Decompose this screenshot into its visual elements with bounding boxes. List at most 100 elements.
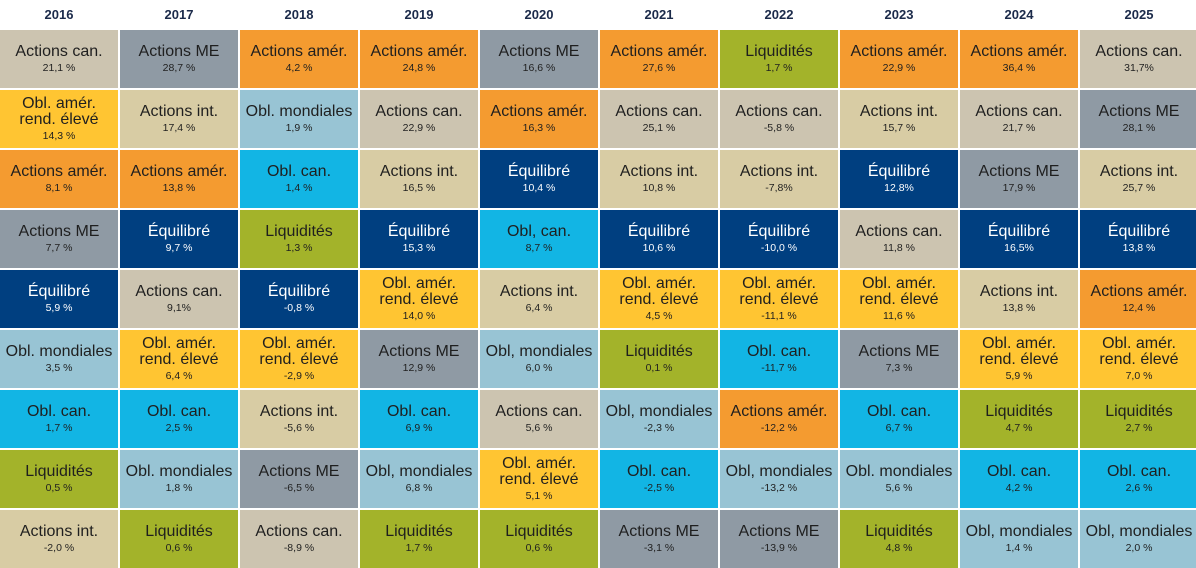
cell-2023-actions-can: Actions can. 11,8 %: [840, 210, 958, 268]
return-value-label: -0,8 %: [283, 301, 315, 314]
asset-class-label: Actions amér.: [610, 42, 708, 60]
return-value-label: 13,8 %: [1002, 301, 1036, 314]
return-value-label: -2,5 %: [643, 481, 675, 494]
asset-class-label: Obl, mondiales: [605, 402, 713, 420]
asset-class-label: Équilibré: [387, 222, 451, 240]
asset-class-label: Liquidités: [865, 522, 933, 540]
cell-2025-liquidites: Liquidités 2,7 %: [1080, 390, 1196, 448]
return-value-label: -7,8%: [765, 181, 793, 194]
asset-class-label: Obl. can.: [26, 402, 92, 420]
cell-2020-actions-me: Actions ME 16,6 %: [480, 30, 598, 88]
return-value-label: -5,6 %: [283, 421, 315, 434]
asset-class-label: Actions amér.: [250, 42, 348, 60]
cell-2017-obl-amer-rend-eleve: Obl. amér. rend. élevé 6,4 %: [120, 330, 238, 388]
asset-class-label: Obl. amér. rend. élevé: [859, 274, 939, 308]
return-value-label: 0,6 %: [525, 541, 553, 554]
cell-2023-obl-amer-rend-eleve: Obl. amér. rend. élevé 11,6 %: [840, 270, 958, 328]
asset-class-label: Obl. can.: [866, 402, 932, 420]
return-value-label: 4,7 %: [1005, 421, 1033, 434]
asset-class-label: Actions can.: [495, 402, 583, 420]
return-value-label: 5,6 %: [885, 481, 913, 494]
asset-class-label: Obl. can.: [266, 162, 332, 180]
cell-2017-obl-can: Obl. can. 2,5 %: [120, 390, 238, 448]
asset-class-label: Équilibré: [867, 162, 931, 180]
asset-class-label: Actions can.: [1095, 42, 1183, 60]
cell-2021-actions-int: Actions int. 10,8 %: [600, 150, 718, 208]
cell-2021-obl-amer-rend-eleve: Obl. amér. rend. élevé 4,5 %: [600, 270, 718, 328]
cell-2020-equilibre: Équilibré 10,4 %: [480, 150, 598, 208]
asset-class-label: Obl. can.: [746, 342, 812, 360]
cell-2019-obl-can: Obl. can. 6,9 %: [360, 390, 478, 448]
asset-class-label: Actions can.: [15, 42, 103, 60]
return-value-label: 6,8 %: [405, 481, 433, 494]
cell-2023-obl-can: Obl. can. 6,7 %: [840, 390, 958, 448]
cell-2019-equilibre: Équilibré 15,3 %: [360, 210, 478, 268]
asset-class-label: Actions int.: [379, 162, 459, 180]
cell-2016-equilibre: Équilibré 5,9 %: [0, 270, 118, 328]
cell-2019-actions-int: Actions int. 16,5 %: [360, 150, 478, 208]
cell-2018-obl-amer-rend-eleve: Obl. amér. rend. élevé -2,9 %: [240, 330, 358, 388]
asset-class-label: Obl, mondiales: [1085, 522, 1193, 540]
asset-class-label: Liquidités: [625, 342, 693, 360]
asset-class-label: Actions int.: [619, 162, 699, 180]
return-value-label: -11,7 %: [761, 361, 797, 374]
cell-2018-actions-me: Actions ME -6,5 %: [240, 450, 358, 508]
asset-class-label: Actions amér.: [970, 42, 1068, 60]
asset-class-label: Liquidités: [385, 522, 453, 540]
return-value-label: -2,0 %: [43, 541, 75, 554]
return-value-label: 0,1 %: [645, 361, 673, 374]
year-header-2021: 2021: [600, 0, 718, 28]
cell-2019-actions-me: Actions ME 12,9 %: [360, 330, 478, 388]
return-value-label: 0,6 %: [165, 541, 193, 554]
return-value-label: 12,4 %: [1122, 301, 1156, 314]
return-value-label: -11,1 %: [761, 309, 797, 322]
asset-class-label: Actions ME: [618, 522, 700, 540]
asset-class-label: Actions amér.: [730, 402, 828, 420]
return-value-label: 14,3 %: [42, 129, 76, 142]
asset-class-label: Actions int.: [499, 282, 579, 300]
return-value-label: -2,9 %: [283, 369, 315, 382]
return-value-label: 28,7 %: [162, 61, 196, 74]
return-value-label: 1,9 %: [285, 121, 313, 134]
asset-class-label: Obl. amér. rend. élevé: [19, 94, 99, 128]
return-value-label: 0,5 %: [45, 481, 73, 494]
asset-class-label: Actions int.: [259, 402, 339, 420]
cell-2020-obl-amer-rend-eleve: Obl. amér. rend. élevé 5,1 %: [480, 450, 598, 508]
cell-2025-obl-mondiales: Obl, mondiales 2,0 %: [1080, 510, 1196, 568]
cell-2017-actions-amer: Actions amér. 13,8 %: [120, 150, 238, 208]
return-value-label: -6,5 %: [283, 481, 315, 494]
return-value-label: 2,6 %: [1125, 481, 1153, 494]
asset-class-label: Liquidités: [1105, 402, 1173, 420]
cell-2018-obl-can: Obl. can. 1,4 %: [240, 150, 358, 208]
asset-class-label: Obl. amér. rend. élevé: [379, 274, 459, 308]
year-header-2020: 2020: [480, 0, 598, 28]
return-value-label: 17,9 %: [1002, 181, 1036, 194]
cell-2024-actions-can: Actions can. 21,7 %: [960, 90, 1078, 148]
asset-class-label: Obl, mondiales: [485, 342, 593, 360]
asset-class-label: Obl. amér. rend. élevé: [499, 454, 579, 488]
return-value-label: -13,2 %: [760, 481, 798, 494]
asset-class-label: Actions ME: [1098, 102, 1180, 120]
asset-class-label: Actions amér.: [370, 42, 468, 60]
cell-2022-obl-can: Obl. can. -11,7 %: [720, 330, 838, 388]
cell-2021-obl-mondiales: Obl, mondiales -2,3 %: [600, 390, 718, 448]
cell-2022-obl-amer-rend-eleve: Obl. amér. rend. élevé -11,1 %: [720, 270, 838, 328]
asset-class-label: Obl, mondiales: [725, 462, 833, 480]
return-value-label: 27,6 %: [642, 61, 676, 74]
cell-2017-actions-int: Actions int. 17,4 %: [120, 90, 238, 148]
asset-class-label: Liquidités: [745, 42, 813, 60]
return-value-label: 11,8 %: [883, 241, 915, 254]
cell-2024-obl-can: Obl. can. 4,2 %: [960, 450, 1078, 508]
cell-2023-actions-me: Actions ME 7,3 %: [840, 330, 958, 388]
cell-2019-actions-amer: Actions amér. 24,8 %: [360, 30, 478, 88]
asset-class-label: Liquidités: [25, 462, 93, 480]
year-header-2025: 2025: [1080, 0, 1196, 28]
cell-2022-obl-mondiales: Obl, mondiales -13,2 %: [720, 450, 838, 508]
return-value-label: 22,9 %: [882, 61, 916, 74]
cell-2022-actions-me: Actions ME -13,9 %: [720, 510, 838, 568]
return-value-label: 25,7 %: [1122, 181, 1156, 194]
cell-2016-actions-amer: Actions amér. 8,1 %: [0, 150, 118, 208]
return-value-label: 4,8 %: [885, 541, 913, 554]
cell-2024-actions-me: Actions ME 17,9 %: [960, 150, 1078, 208]
return-value-label: 2,0 %: [1125, 541, 1153, 554]
